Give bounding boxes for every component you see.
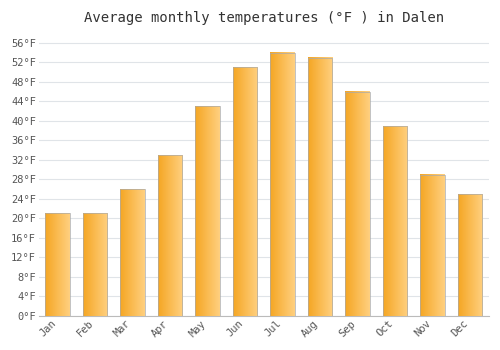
Bar [196,106,220,316]
Bar [158,155,182,316]
Bar [46,214,70,316]
Bar [308,58,332,316]
Bar [233,67,258,316]
Bar [458,194,482,316]
Bar [383,126,407,316]
Bar [270,53,295,316]
Title: Average monthly temperatures (°F ) in Dalen: Average monthly temperatures (°F ) in Da… [84,11,444,25]
Bar [83,214,108,316]
Bar [120,189,145,316]
Bar [346,92,370,316]
Bar [420,175,445,316]
